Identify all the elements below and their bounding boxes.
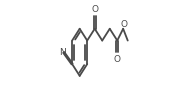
Text: O: O	[91, 5, 98, 14]
Text: O: O	[114, 55, 121, 64]
Text: O: O	[120, 20, 127, 29]
Text: N: N	[59, 48, 66, 57]
